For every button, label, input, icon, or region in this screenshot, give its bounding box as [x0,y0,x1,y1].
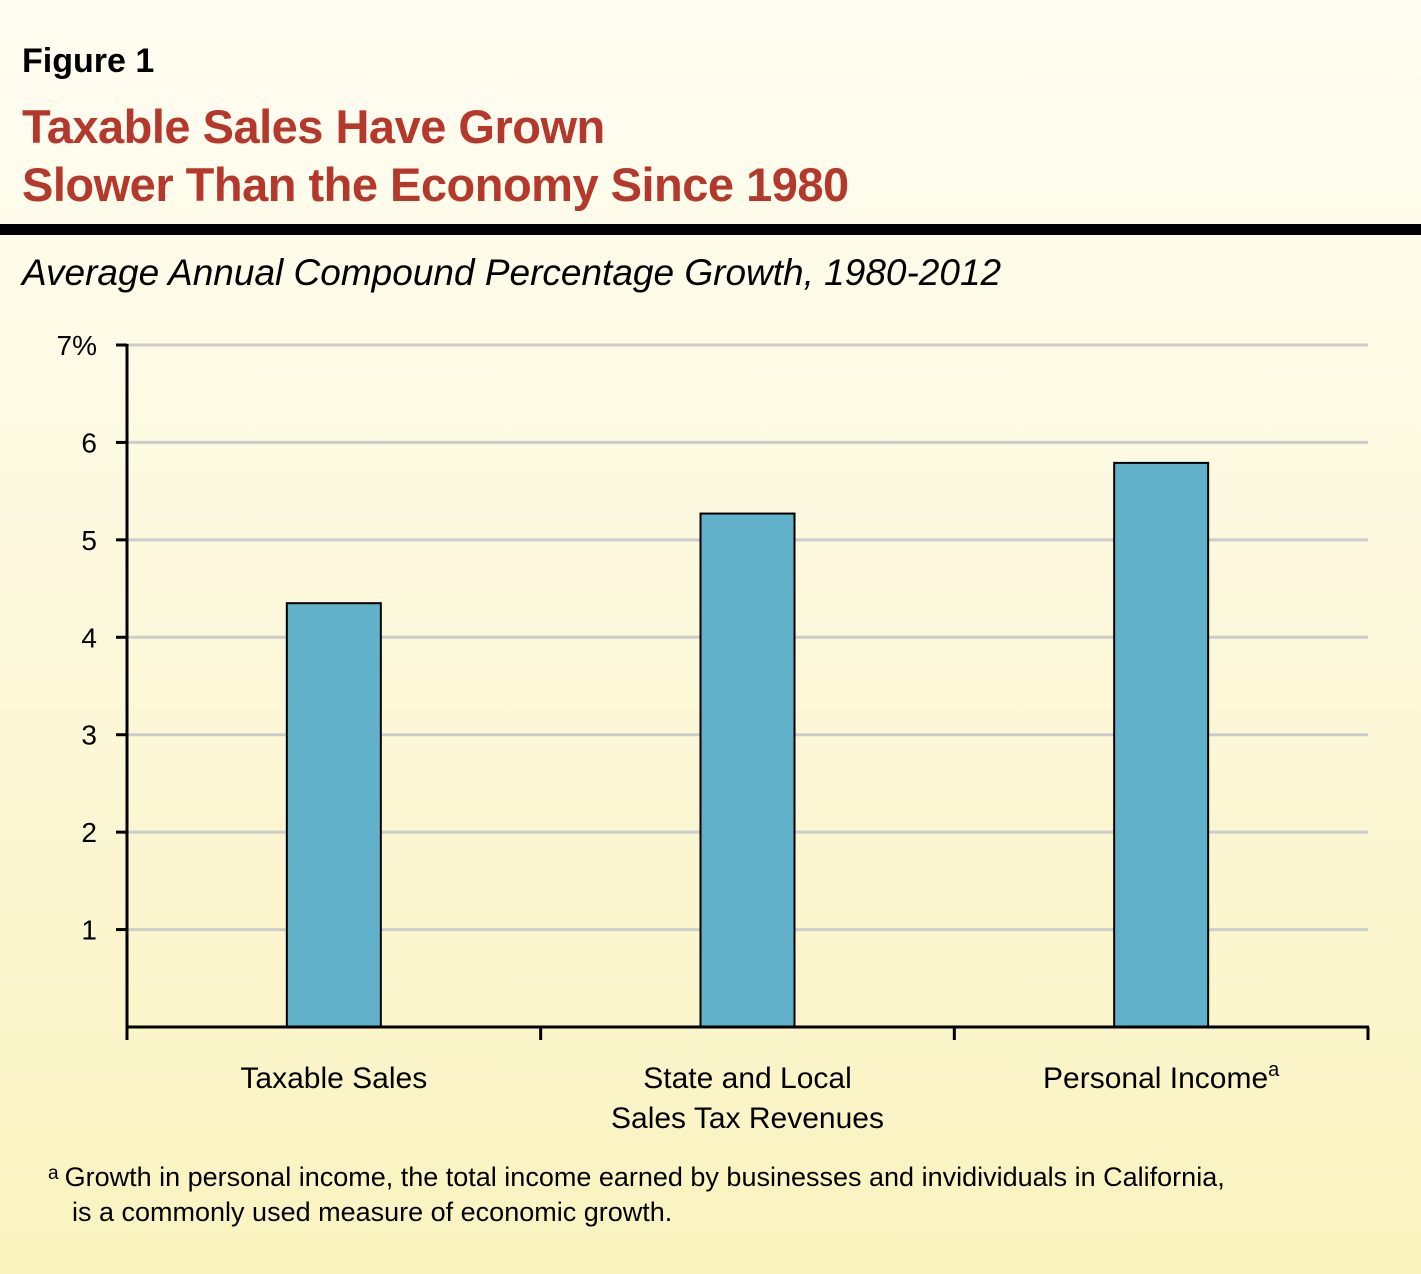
y-tick-label: 7% [57,330,97,361]
y-tick-label: 5 [81,525,97,556]
chart-subtitle: Average Annual Compound Percentage Growt… [22,252,1002,293]
footnote-marker: a [48,1163,59,1184]
footnote-line-1: Growth in personal income, the total inc… [64,1162,1225,1192]
title-divider [0,224,1421,235]
title-line-2: Slower Than the Economy Since 1980 [22,158,849,211]
y-tick-label: 1 [81,915,97,946]
title-line-1: Taxable Sales Have Grown [22,100,605,153]
superscript-marker: a [1268,1059,1280,1081]
footnote-line-2: is a commonly used measure of economic g… [72,1197,673,1227]
bar [1113,461,1210,1029]
y-tick-label: 2 [81,817,97,848]
bar [699,512,796,1028]
y-tick-label: 3 [81,720,97,751]
figure-label: Figure 1 [22,42,155,80]
y-tick-label: 4 [81,622,97,653]
footnote: a Growth in personal income, the total in… [48,1160,1225,1230]
x-tick-label: State and Local [643,1062,852,1095]
x-tick-label: Sales Tax Revenues [611,1102,884,1135]
bar [285,602,382,1029]
x-tick-label: Personal Incomea [1043,1059,1280,1095]
x-tick-label: Taxable Sales [240,1062,427,1095]
y-tick-label: 6 [81,427,97,458]
chart-title: Taxable Sales Have Grown Slower Than the… [22,98,849,214]
